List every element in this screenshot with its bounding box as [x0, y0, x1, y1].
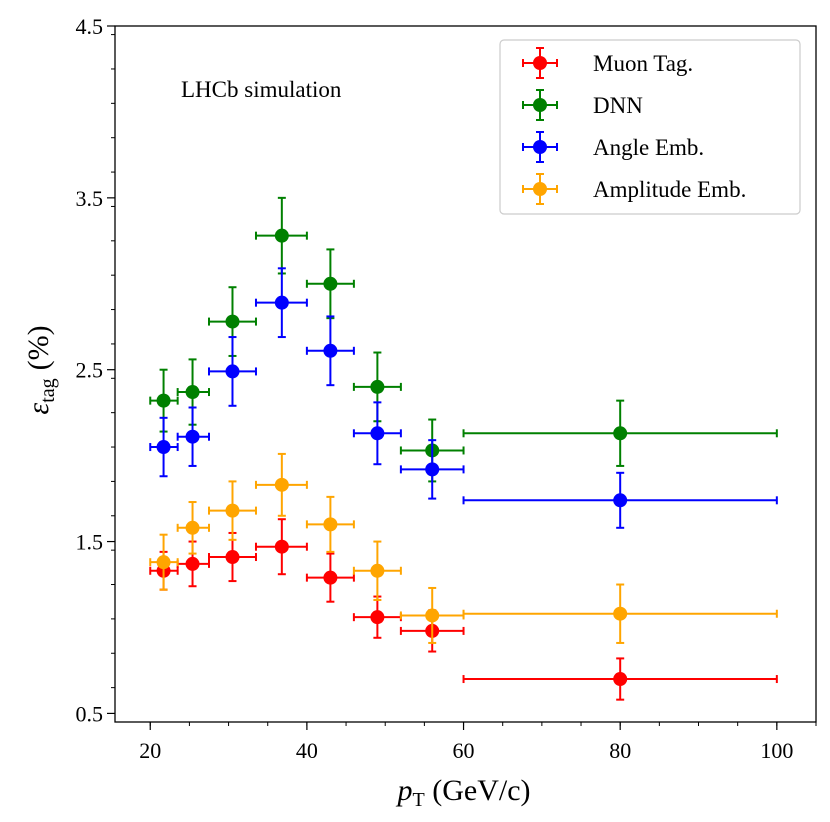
data-point [425, 608, 440, 623]
legend-label: Angle Emb. [593, 135, 704, 160]
series-angle-emb [149, 267, 778, 529]
data-point [613, 426, 628, 441]
x-axis-label: pT (GeV/c) [396, 774, 531, 811]
data-point [370, 610, 385, 625]
legend-marker [533, 56, 547, 70]
legend-item: DNN [522, 89, 643, 121]
data-point [156, 440, 171, 455]
data-point [613, 606, 628, 621]
data-point [323, 570, 338, 585]
series-amplitude-emb [149, 452, 778, 644]
data-point [274, 228, 289, 243]
data-point [274, 295, 289, 310]
data-point [225, 550, 240, 565]
data-point [274, 477, 289, 492]
y-tick-label: 1.5 [76, 530, 104, 555]
data-point [225, 314, 240, 329]
data-point [185, 556, 200, 571]
legend: Muon Tag. DNN Angle Emb. Amplitude Emb. [499, 39, 801, 215]
data-point [613, 493, 628, 508]
annotation-text: LHCb simulation [181, 77, 342, 102]
x-tick-label: 20 [139, 738, 161, 763]
x-tick-label: 100 [760, 738, 793, 763]
data-point [225, 364, 240, 379]
data-point [274, 539, 289, 554]
y-tick-label: 0.5 [76, 701, 104, 726]
data-layer [149, 196, 778, 701]
x-tick-label: 80 [609, 738, 631, 763]
y-axis-label: εtag(%) [22, 325, 59, 414]
data-point [323, 343, 338, 358]
data-point [323, 517, 338, 532]
x-tick-label: 60 [453, 738, 475, 763]
data-point [185, 429, 200, 444]
series-dnn [149, 196, 778, 483]
data-point [156, 555, 171, 570]
data-point [370, 563, 385, 578]
legend-item: Amplitude Emb. [522, 173, 746, 205]
legend-label: Muon Tag. [593, 51, 693, 76]
legend-marker [533, 140, 547, 154]
data-point [225, 503, 240, 518]
data-point [185, 520, 200, 535]
data-point [156, 393, 171, 408]
legend-item: Angle Emb. [522, 131, 704, 163]
plot-frame [114, 25, 817, 723]
x-tick-label: 40 [296, 738, 318, 763]
data-point [323, 276, 338, 291]
legend-marker [533, 98, 547, 112]
legend-label: DNN [593, 93, 643, 118]
legend-label: Amplitude Emb. [593, 177, 746, 202]
data-point [370, 379, 385, 394]
y-tick-label: 2.5 [76, 358, 104, 383]
legend-marker [533, 182, 547, 196]
axis-ticks: 20 40 60 80 100 0.5 1.5 2.5 3.5 4.5 [76, 14, 817, 763]
data-point [370, 426, 385, 441]
y-tick-label: 3.5 [76, 186, 104, 211]
legend-item: Muon Tag. [522, 47, 693, 79]
data-point [613, 672, 628, 687]
data-point [425, 462, 440, 477]
data-point [185, 385, 200, 400]
series-muon-tag [149, 518, 778, 701]
legend-box [499, 39, 801, 215]
y-tick-label: 4.5 [76, 14, 104, 39]
